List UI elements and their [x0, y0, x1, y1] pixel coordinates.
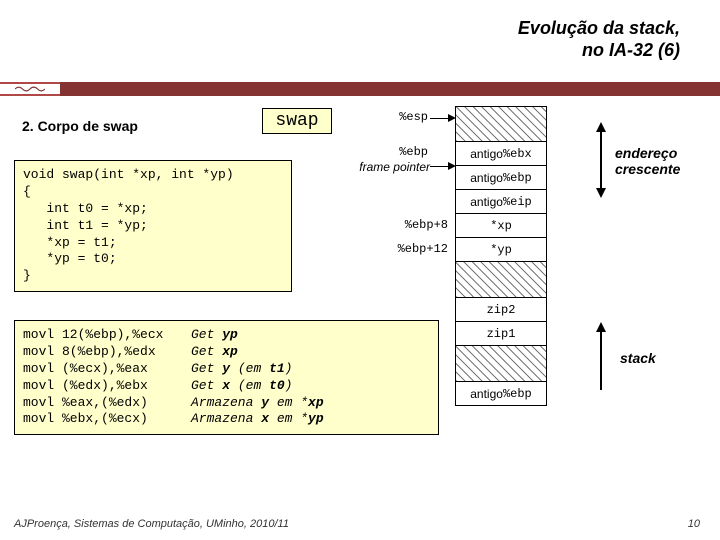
addr-arrow-up — [596, 122, 606, 132]
addr-arrow-line — [600, 130, 602, 190]
stack-cell: *xp — [455, 214, 547, 238]
swap-title-box: swap — [262, 108, 332, 134]
section-label: 2. Corpo de swap — [22, 118, 138, 134]
stack-diagram: antigo %ebxantigo %ebpantigo %eip*xp*ypz… — [455, 106, 547, 406]
stack-cell: zip2 — [455, 298, 547, 322]
ebp-label: %ebp — [336, 145, 428, 159]
ebp8-label: %ebp+8 — [356, 218, 448, 232]
page-number: 10 — [688, 518, 700, 530]
addr-label: endereçocrescente — [615, 145, 715, 177]
c-code-box: void swap(int *xp, int *yp) { int t0 = *… — [14, 160, 292, 292]
stack-cell: antigo %ebx — [455, 142, 547, 166]
footer-text: AJProença, Sistemas de Computação, UMinh… — [14, 518, 289, 530]
ebp-arrow — [448, 162, 456, 170]
stack-cell — [455, 106, 547, 142]
esp-label: %esp — [336, 110, 428, 124]
frame-pointer-label: frame pointer — [322, 160, 430, 174]
stack-cell: antigo %eip — [455, 190, 547, 214]
ebp12-label: %ebp+12 — [356, 242, 448, 256]
stack-cell: *yp — [455, 238, 547, 262]
decorative-bar — [0, 82, 720, 96]
stack-cell — [455, 346, 547, 382]
slide-title: Evolução da stack, no IA-32 (6) — [518, 18, 680, 61]
title-line2: no IA-32 (6) — [582, 40, 680, 60]
esp-arrow — [448, 114, 456, 122]
stack-arrow-head — [596, 322, 606, 332]
stack-arrow-line — [600, 330, 602, 390]
stack-cell: antigo %ebp — [455, 166, 547, 190]
stack-cell: zip1 — [455, 322, 547, 346]
stack-cell: antigo %ebp — [455, 382, 547, 406]
deco-wave-icon — [0, 82, 60, 96]
asm-code-box: movl 12(%ebp),%ecxGet yp movl 8(%ebp),%e… — [14, 320, 439, 435]
stack-cell — [455, 262, 547, 298]
title-line1: Evolução da stack, — [518, 18, 680, 38]
addr-arrow-down — [596, 188, 606, 198]
stack-label: stack — [620, 350, 656, 366]
